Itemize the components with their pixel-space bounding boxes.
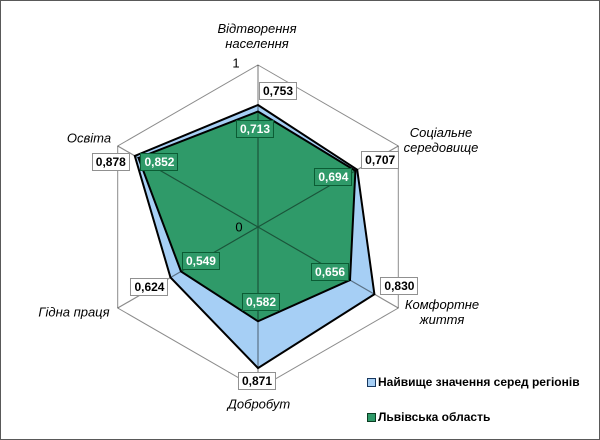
- legend-swatch-blue: [367, 377, 376, 387]
- legend-item-max-regions: Найвище значення серед регіонів: [367, 375, 580, 389]
- legend-item-lviv-oblast: Львівська область: [367, 410, 490, 424]
- legend-label-lviv-oblast: Львівська область: [378, 410, 491, 424]
- legend-label-max-regions: Найвище значення серед регіонів: [378, 375, 580, 389]
- legend-swatch-green: [367, 412, 376, 422]
